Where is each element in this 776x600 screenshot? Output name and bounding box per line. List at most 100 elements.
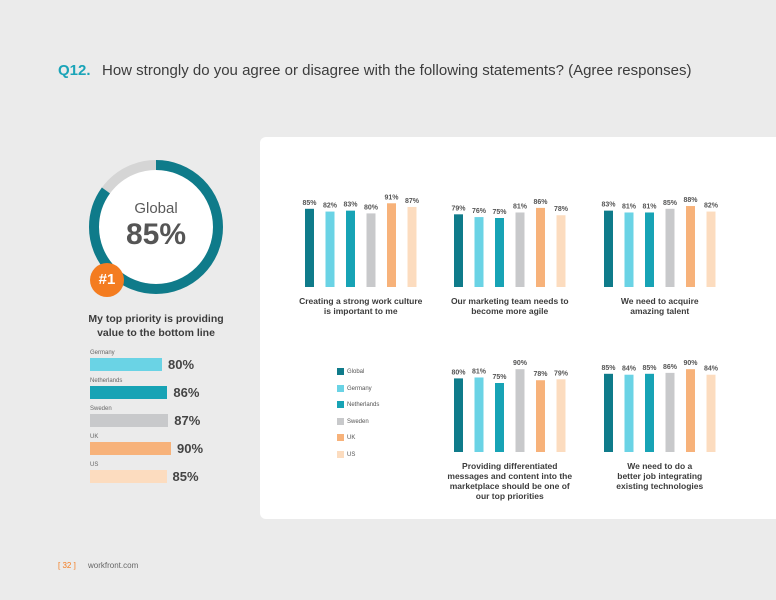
bar xyxy=(366,213,376,287)
country-bar xyxy=(90,414,169,427)
country-bar-label: Netherlands xyxy=(90,378,123,384)
bar-value-label: 85% xyxy=(663,200,678,207)
legend-swatch xyxy=(337,434,344,441)
bar xyxy=(556,215,566,287)
legend-swatch xyxy=(337,401,344,408)
page-number: [ 32 ] xyxy=(58,561,76,570)
bar xyxy=(515,369,525,452)
bar xyxy=(474,377,484,452)
country-bar xyxy=(90,386,168,399)
bar xyxy=(454,214,463,287)
bar xyxy=(556,379,566,452)
bar-value-label: 91% xyxy=(384,194,399,201)
bar xyxy=(645,212,654,287)
bar xyxy=(495,218,504,287)
priority-line-1: My top priority is providing xyxy=(88,313,224,325)
bar xyxy=(686,369,695,452)
bar-value-label: 79% xyxy=(451,205,466,212)
bar-value-label: 75% xyxy=(492,209,507,216)
legend-label: UK xyxy=(347,435,356,441)
bar xyxy=(305,208,314,287)
bar-value-label: 90% xyxy=(513,360,528,367)
priority-line-2: value to the bottom line xyxy=(97,327,215,339)
group-label: amazing talent xyxy=(630,306,689,316)
bar xyxy=(706,374,716,452)
country-bar xyxy=(90,470,167,483)
country-bar xyxy=(90,442,171,455)
group-label: messages and content into the xyxy=(447,471,572,481)
bar-value-label: 79% xyxy=(554,370,569,377)
bar-value-label: 78% xyxy=(533,371,548,378)
legend-label: US xyxy=(347,451,356,458)
country-bar-value: 90% xyxy=(177,441,204,456)
bar xyxy=(325,211,335,287)
rank-badge: #1 xyxy=(90,263,124,297)
bar-value-label: 82% xyxy=(704,203,719,210)
group-label: Providing differentiated xyxy=(462,461,557,471)
legend-label: Sweden xyxy=(347,418,369,425)
bar xyxy=(536,207,545,287)
legend-swatch xyxy=(337,450,344,458)
donut-label: Global xyxy=(134,200,178,217)
bar-value-label: 83% xyxy=(343,202,358,209)
bar-value-label: 84% xyxy=(622,366,637,373)
donut-value: 85% xyxy=(125,218,187,251)
country-bar-value: 87% xyxy=(174,413,201,428)
bar xyxy=(407,206,417,287)
bar-value-label: 87% xyxy=(405,198,420,205)
bar xyxy=(624,374,634,452)
bar-value-label: 78% xyxy=(554,206,569,213)
bar xyxy=(346,210,355,287)
bar-value-label: 80% xyxy=(364,204,379,211)
group-label: marketplace should be one of xyxy=(450,481,570,491)
bar xyxy=(665,372,675,452)
group-label: We need to do a xyxy=(627,461,692,471)
legend-swatch xyxy=(337,417,344,425)
bar-value-label: 85% xyxy=(302,200,317,207)
country-bar-label: UK xyxy=(90,434,99,440)
bar xyxy=(604,210,613,287)
bar xyxy=(495,383,504,452)
bar-value-label: 81% xyxy=(472,368,487,375)
country-bar xyxy=(90,358,162,371)
legend-swatch xyxy=(337,384,344,392)
group-label: We need to acquire xyxy=(621,296,699,306)
bar-value-label: 80% xyxy=(451,369,466,376)
bar xyxy=(686,206,695,287)
bar xyxy=(536,380,545,452)
bar-value-label: 82% xyxy=(323,203,338,210)
question-number: Q12. xyxy=(58,62,91,79)
bar-value-label: 81% xyxy=(622,203,637,210)
donut-inner xyxy=(98,169,214,285)
bar-value-label: 84% xyxy=(704,366,719,373)
footer-site: workfront.com xyxy=(88,561,139,570)
bar xyxy=(387,203,396,287)
country-bar-value: 80% xyxy=(168,357,195,372)
bar-value-label: 90% xyxy=(683,360,698,367)
bar-value-label: 81% xyxy=(642,203,657,210)
bar xyxy=(454,378,463,452)
group-label: Our marketing team needs to xyxy=(451,296,569,306)
bar xyxy=(645,373,654,452)
legend-swatch xyxy=(337,368,344,375)
question-text: How strongly do you agree or disagree wi… xyxy=(102,62,692,79)
bar-value-label: 86% xyxy=(533,199,548,206)
bar xyxy=(474,217,484,287)
bar-value-label: 76% xyxy=(472,208,487,215)
bar-value-label: 81% xyxy=(513,203,528,210)
country-bar-label: Germany xyxy=(90,350,115,356)
donut-arc xyxy=(89,160,223,294)
bar xyxy=(604,373,613,452)
country-bar-label: Sweden xyxy=(90,406,112,412)
group-label: is important to me xyxy=(324,306,398,316)
global-donut-chart xyxy=(89,160,223,294)
priority-statement: My top priority is providing value to th… xyxy=(86,312,226,340)
legend-label: Netherlands xyxy=(347,402,380,408)
group-label: better job integrating xyxy=(617,471,702,481)
country-bar-value: 85% xyxy=(172,469,199,484)
bar-value-label: 88% xyxy=(683,197,698,204)
bar xyxy=(706,211,716,287)
legend-label: Germany xyxy=(347,385,372,392)
bar xyxy=(515,212,525,287)
